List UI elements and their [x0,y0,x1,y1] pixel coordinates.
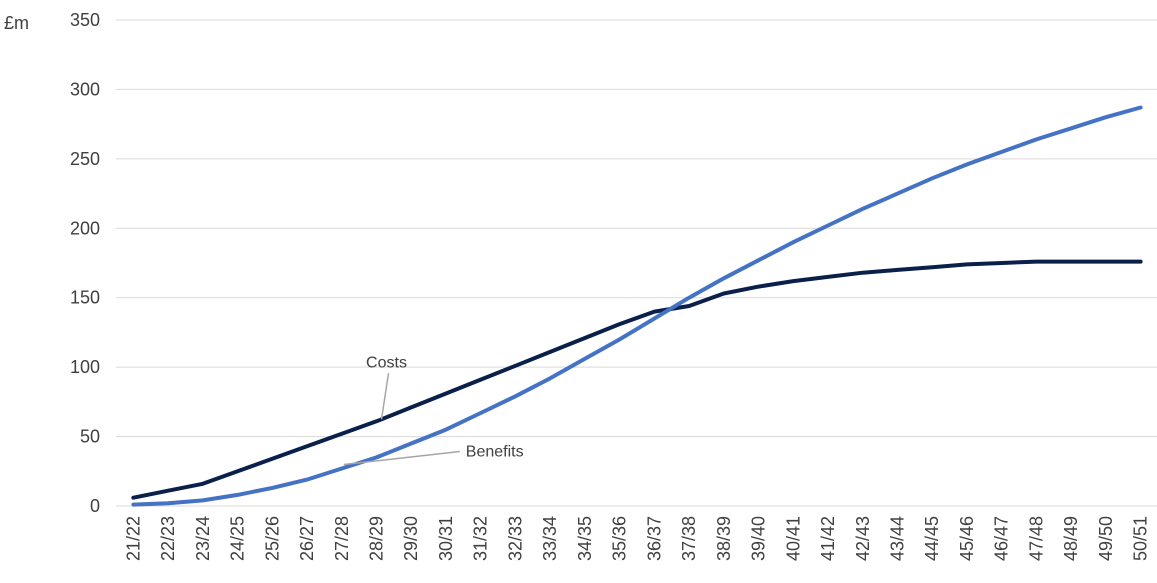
x-tick-label: 48/49 [1061,516,1081,561]
x-tick-label: 50/51 [1131,516,1151,561]
x-tick-label: 42/43 [853,516,873,561]
y-axis-unit-label: £m [4,13,29,33]
x-tick-label: 41/42 [818,516,838,561]
x-tick-label: 40/41 [783,516,803,561]
x-tick-label: 33/34 [540,516,560,561]
x-tick-label: 32/33 [505,516,525,561]
y-tick-label: 100 [70,357,100,377]
y-tick-label: 200 [70,218,100,238]
x-tick-label: 49/50 [1096,516,1116,561]
x-tick-label: 34/35 [575,516,595,561]
x-tick-label: 36/37 [644,516,664,561]
series-lines [131,105,1143,507]
x-tick-label: 39/40 [749,516,769,561]
x-tick-label: 47/48 [1026,516,1046,561]
y-tick-label: 50 [80,427,100,447]
y-tick-label: 300 [70,79,100,99]
y-axis-ticks: 0 50 100 150 200 250 300 350 [70,10,100,516]
x-tick-label: 30/31 [436,516,456,561]
x-tick-label: 35/36 [610,516,630,561]
x-tick-label: 28/29 [367,516,387,561]
annotations: Costs Benefits [343,354,524,466]
x-tick-label: 27/28 [332,516,352,561]
x-tick-label: 23/24 [193,516,213,561]
x-tick-label: 22/23 [158,516,178,561]
x-tick-label: 24/25 [228,516,248,561]
x-axis-ticks: 21/22 22/23 23/24 24/25 25/26 26/27 27/28 28/29… [123,516,1150,561]
x-tick-label: 37/38 [679,516,699,561]
annotation-leader-line [343,450,460,466]
x-tick-label: 44/45 [922,516,942,561]
x-tick-label: 31/32 [471,516,491,561]
gridlines [116,19,1157,507]
series-line-benefits [131,105,1143,507]
annotation-leader-line [380,373,390,420]
x-tick-label: 21/22 [123,516,143,561]
y-tick-label: 350 [70,10,100,30]
x-tick-label: 45/46 [957,516,977,561]
y-tick-label: 250 [70,149,100,169]
x-tick-label: 29/30 [401,516,421,561]
series-line-costs [131,259,1143,500]
annotation-label-costs: Costs [366,354,407,371]
x-tick-label: 38/39 [714,516,734,561]
x-tick-label: 46/47 [992,516,1012,561]
x-tick-label: 26/27 [297,516,317,561]
y-tick-label: 150 [70,288,100,308]
x-tick-label: 25/26 [262,516,282,561]
x-tick-label: 43/44 [888,516,908,561]
y-tick-label: 0 [90,496,100,516]
annotation-label-benefits: Benefits [466,444,524,461]
